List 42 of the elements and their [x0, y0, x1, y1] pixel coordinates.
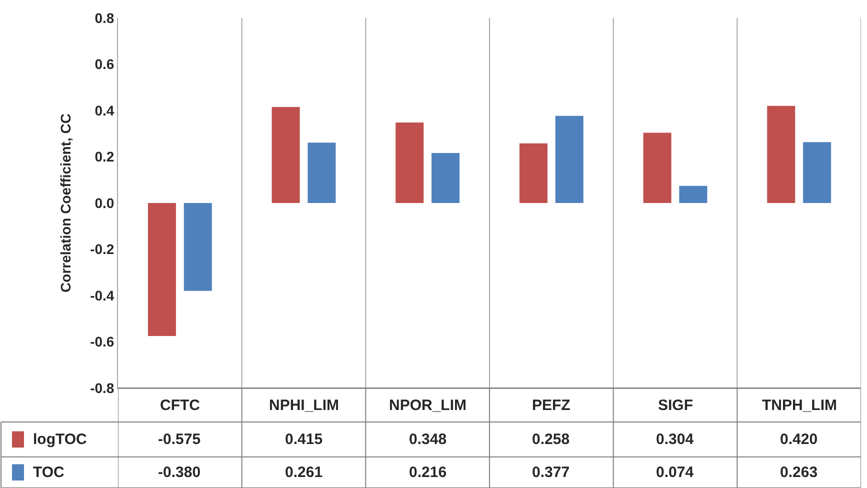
bar: [643, 132, 672, 203]
y-tick-label: 0.0: [94, 194, 114, 211]
y-tick-label: -0.6: [90, 334, 114, 350]
bar: [396, 122, 424, 203]
bar: [803, 142, 832, 203]
data-label: -0.575: [158, 431, 201, 448]
data-label: 0.377: [532, 464, 570, 481]
bar: [184, 203, 212, 291]
bar: [767, 106, 796, 203]
x-tick-label: NPOR_LIM: [389, 397, 467, 414]
bar: [679, 186, 708, 203]
bar: [308, 142, 336, 203]
bar: [555, 116, 584, 203]
legend-label: logTOC: [33, 431, 88, 448]
y-tick-label: 0.2: [94, 148, 114, 165]
y-axis-title: Correlation Coefficient, CC: [58, 114, 74, 292]
data-label: 0.216: [409, 464, 447, 481]
data-label: 0.415: [285, 431, 323, 448]
y-tick-label: -0.4: [90, 287, 114, 304]
bar: [148, 203, 176, 336]
data-label: 0.258: [532, 431, 570, 448]
x-tick-label: TNPH_LIM: [762, 397, 837, 414]
data-label: 0.263: [780, 464, 818, 481]
x-tick-label: NPHI_LIM: [269, 397, 340, 414]
y-tick-label: 0.6: [94, 56, 114, 72]
data-label: 0.348: [409, 431, 447, 448]
y-tick-label: -0.2: [90, 241, 114, 258]
bar: [272, 107, 300, 203]
x-tick-label: CFTC: [160, 397, 200, 414]
data-label: 0.304: [656, 431, 694, 448]
x-tick-label: PEFZ: [532, 397, 570, 414]
legend-label: TOC: [33, 464, 65, 481]
data-label: 0.074: [656, 464, 694, 481]
x-tick-label: SIGF: [658, 397, 694, 414]
bar: [519, 143, 548, 203]
bar: [432, 153, 460, 203]
data-label: -0.380: [158, 464, 201, 481]
y-tick-label: 0.8: [94, 10, 114, 26]
y-tick-label: 0.4: [94, 102, 114, 118]
data-label: 0.261: [285, 464, 323, 481]
y-tick-label: -0.8: [90, 380, 114, 396]
data-label: 0.420: [780, 431, 818, 448]
